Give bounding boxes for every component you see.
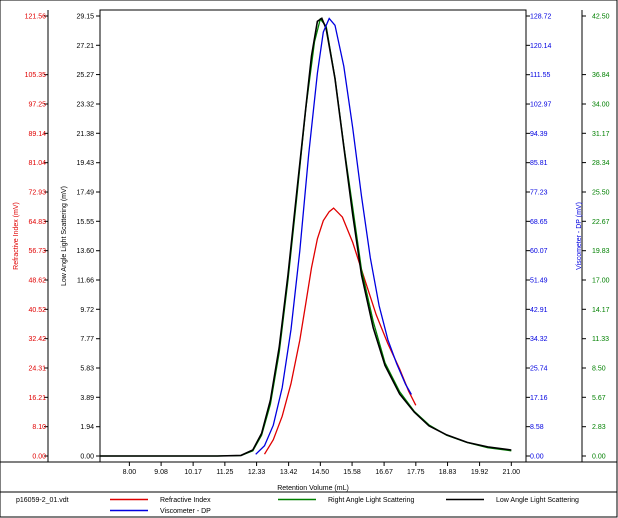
x-tick-label: 12.33 [248,469,266,476]
tick-label-lals: 7.77 [80,336,94,343]
tick-label-lals: 1.94 [80,424,94,431]
tick-label-ri: 81.04 [28,160,46,167]
tick-label-rals: 19.83 [592,248,610,255]
tick-label-dp: 34.32 [530,336,548,343]
tick-label-dp: 60.07 [530,248,548,255]
x-tick-label: 17.75 [407,469,425,476]
x-tick-label: 14.50 [312,469,330,476]
tick-label-dp: 94.39 [530,131,548,138]
x-tick-label: 15.58 [343,469,361,476]
tick-label-rals: 34.00 [592,102,610,109]
tick-label-rals: 2.83 [592,424,606,431]
tick-label-dp: 111.55 [530,72,550,79]
tick-label-ri: 64.83 [28,219,46,226]
tick-label-rals: 42.50 [592,14,610,21]
tick-label-dp: 51.49 [530,277,548,284]
tick-label-dp: 0.00 [530,454,544,461]
x-tick-label: 21.00 [503,469,521,476]
tick-label-lals: 25.27 [76,72,94,79]
tick-label-ri: 16.21 [28,395,46,402]
series-line-dp [255,17,412,455]
tick-label-lals: 19.43 [76,160,94,167]
tick-label-lals: 27.21 [76,43,94,50]
tick-label-rals: 28.34 [592,160,610,167]
tick-label-rals: 5.67 [592,395,606,402]
tick-label-lals: 9.72 [80,307,94,314]
dp-axis-title: Viscometer - DP (mV) [576,202,583,270]
x-axis-title: Retention Volume (mL) [277,485,349,492]
tick-label-dp: 85.81 [530,160,548,167]
tick-label-ri: 72.93 [28,190,46,197]
x-tick-label: 10.17 [184,469,202,476]
tick-label-ri: 8.10 [32,424,46,431]
tick-label-ri: 89.14 [28,131,46,138]
tick-label-ri: 40.52 [28,307,46,314]
tick-label-lals: 29.15 [76,14,94,21]
tick-label-rals: 31.17 [592,131,610,138]
tick-label-dp: 17.16 [530,395,548,402]
x-tick-label: 16.67 [375,469,393,476]
x-tick-label: 18.83 [439,469,457,476]
tick-label-rals: 8.50 [592,366,606,373]
tick-label-ri: 105.35 [25,72,47,79]
tick-label-dp: 42.91 [530,307,548,314]
tick-label-lals: 21.38 [76,131,94,138]
tick-label-dp: 77.23 [530,190,548,197]
x-tick-label: 8.00 [123,469,137,476]
tick-label-rals: 11.33 [592,336,609,343]
file-name-label: p16059-2_01.vdt [16,497,69,504]
x-tick-label: 19.92 [471,469,489,476]
x-tick-label: 13.42 [280,469,298,476]
tick-label-lals: 13.60 [76,248,94,255]
series-layer [100,17,512,457]
tick-label-ri: 48.62 [28,278,46,285]
tick-label-lals: 23.32 [76,102,94,109]
tick-label-lals: 0.00 [80,454,94,461]
tick-label-rals: 17.00 [592,278,610,285]
legend-label-dp: Viscometer - DP [160,508,211,515]
tick-label-lals: 3.89 [80,395,94,402]
tick-label-rals: 22.67 [592,219,610,226]
tick-label-ri: 56.73 [28,248,46,255]
tick-label-rals: 0.00 [592,454,606,461]
series-line-rals [100,17,512,457]
tick-label-dp: 25.74 [530,366,548,373]
legend-label-rals: Right Angle Light Scattering [328,497,414,504]
tick-label-lals: 5.83 [80,366,94,373]
ticks-layer: 121.56 105.35 97.25 89.14 81.04 72.93 64.83 56.… [25,14,610,477]
tick-label-dp: 128.72 [530,14,552,21]
series-line-ri [263,207,417,455]
legend: Refractive Index Right Angle Light Scatte… [110,497,579,515]
tick-label-dp: 102.97 [530,102,552,109]
tick-label-lals: 11.66 [77,278,94,285]
tick-label-lals: 17.49 [76,190,94,197]
tick-label-ri: 97.25 [28,101,46,108]
series-line-lals [100,17,512,457]
tick-label-ri: 32.42 [28,336,46,343]
x-tick-label: 11.25 [216,469,233,476]
lals-axis-title: Low Angle Light Scattering (mV) [61,186,68,286]
tick-label-rals: 14.17 [592,307,610,314]
legend-label-ri: Refractive Index [160,497,211,504]
plot-frame [99,9,527,463]
x-tick-label: 9.08 [154,469,168,476]
tick-label-dp: 68.65 [530,219,548,226]
tick-label-rals: 25.50 [592,190,610,197]
tick-label-rals: 36.84 [592,72,610,79]
tick-label-lals: 15.55 [76,219,94,226]
tick-label-dp: 8.58 [530,424,544,431]
legend-label-lals: Low Angle Light Scattering [496,497,579,504]
tick-label-ri: 24.31 [28,366,46,373]
tick-label-ri: 121.56 [25,14,47,21]
tick-label-ri: 0.00 [32,454,46,461]
tick-label-dp: 120.14 [530,43,552,50]
ri-axis-title: Refractive Index (mV) [13,202,20,270]
